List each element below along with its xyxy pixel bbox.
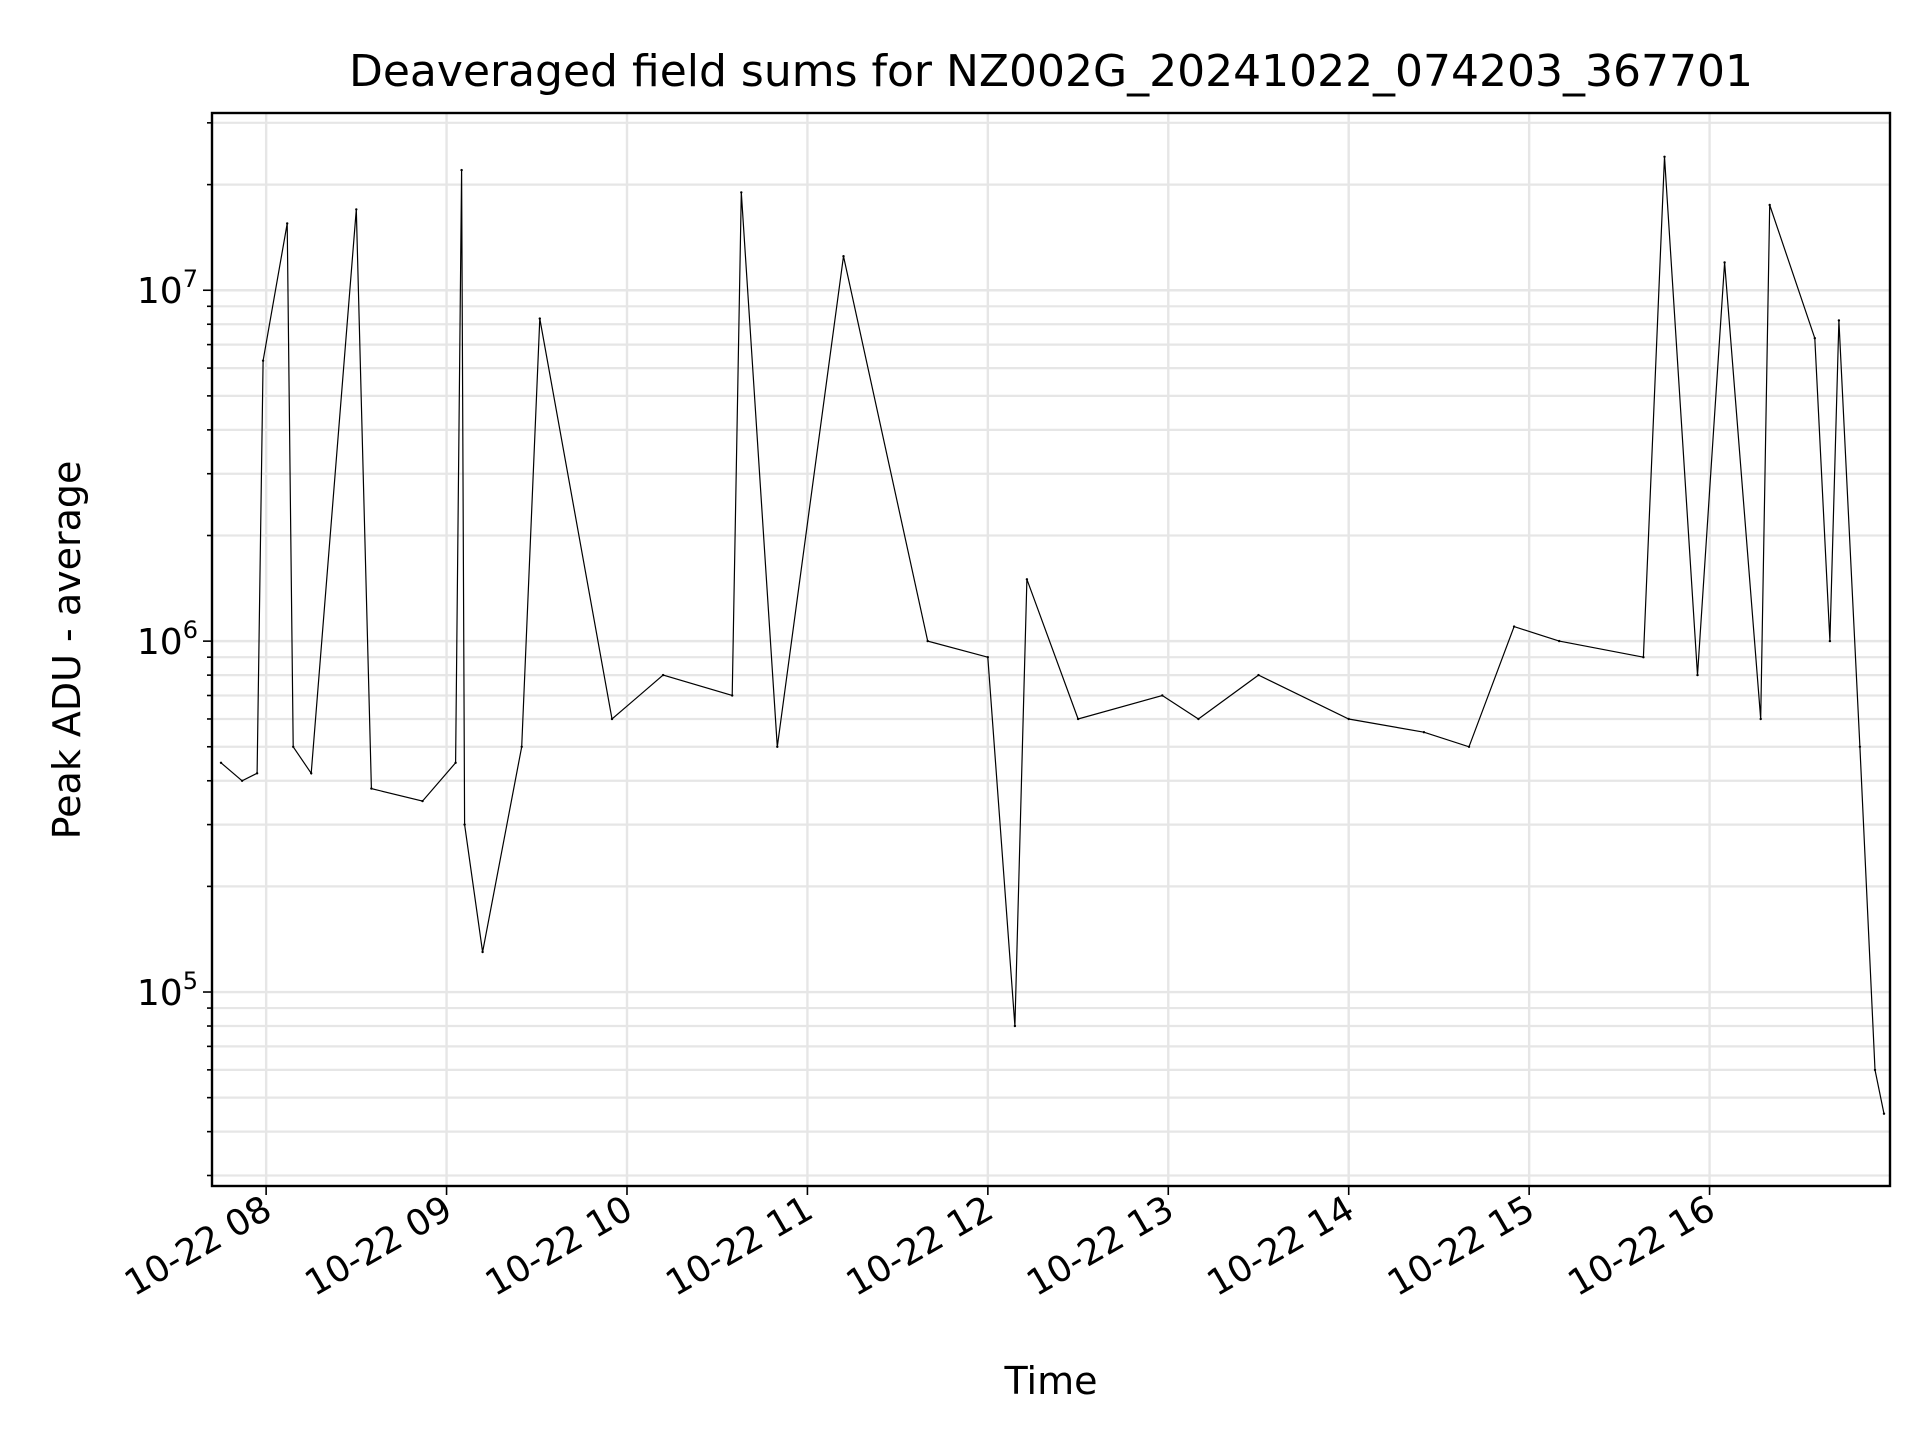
data-point [240,779,244,782]
data-point [1467,745,1471,748]
data-point [538,317,541,320]
y-axis-label: Peak ADU - average [45,461,89,840]
x-tick-label: 10-22 12 [840,1188,1001,1304]
data-point [1558,639,1561,643]
series-layer [219,155,1886,1115]
data-point [1768,203,1771,207]
data-point [286,222,289,225]
data-point [1813,337,1817,340]
data-point [520,745,523,748]
data-point [1663,155,1666,158]
data-point [731,694,734,697]
data-point [370,787,373,790]
x-tick-label: 10-22 14 [1201,1188,1362,1304]
x-tick-label: 10-22 16 [1561,1188,1722,1304]
data-point [292,745,295,748]
data-point [310,772,313,775]
y-tick-label: 106 [137,616,198,663]
x-tick-label: 10-22 08 [118,1188,279,1304]
data-point [1076,717,1080,721]
data-point [1696,673,1699,677]
data-point [926,639,929,643]
data-point [255,772,259,775]
data-point [1873,1068,1877,1072]
x-tick-label: 10-22 13 [1020,1188,1181,1304]
y-tick-label: 107 [137,265,198,312]
data-point [421,799,424,803]
data-point [1723,261,1726,264]
y-tick-label: 105 [137,967,198,1014]
data-point [1759,717,1762,721]
data-point [219,761,223,764]
data-point [610,717,614,721]
plot-frame [210,111,1892,1188]
data-point [1161,694,1164,697]
data-point [1858,745,1862,748]
data-point [1837,319,1841,322]
x-tick-label: 10-22 15 [1381,1188,1542,1304]
data-point [460,168,463,172]
data-point [661,673,665,677]
data-point [776,745,779,748]
data-point [986,656,989,659]
data-point [1882,1112,1886,1115]
x-axis-label: Time [1004,1359,1098,1403]
x-tick-label: 10-22 11 [659,1188,820,1304]
data-point [463,823,466,826]
x-tick-label: 10-22 10 [479,1188,640,1304]
data-point [1642,656,1645,659]
data-point [1828,639,1832,643]
data-point [842,255,845,258]
grid [212,113,1890,1186]
x-tick-label: 10-22 09 [298,1188,459,1304]
data-point [1512,625,1516,628]
data-point [740,191,743,194]
data-point [1197,717,1200,721]
data-point [1257,673,1260,677]
data-point [1347,717,1350,721]
data-point [1025,578,1029,581]
data-point [355,208,358,211]
series-line [220,156,1885,1114]
data-point [454,761,457,764]
chart-title: Deaveraged field sums for NZ002G_2024102… [349,46,1753,97]
data-point [1422,731,1426,734]
data-point [261,359,265,362]
data-point [1013,1024,1017,1028]
data-point [481,950,484,954]
